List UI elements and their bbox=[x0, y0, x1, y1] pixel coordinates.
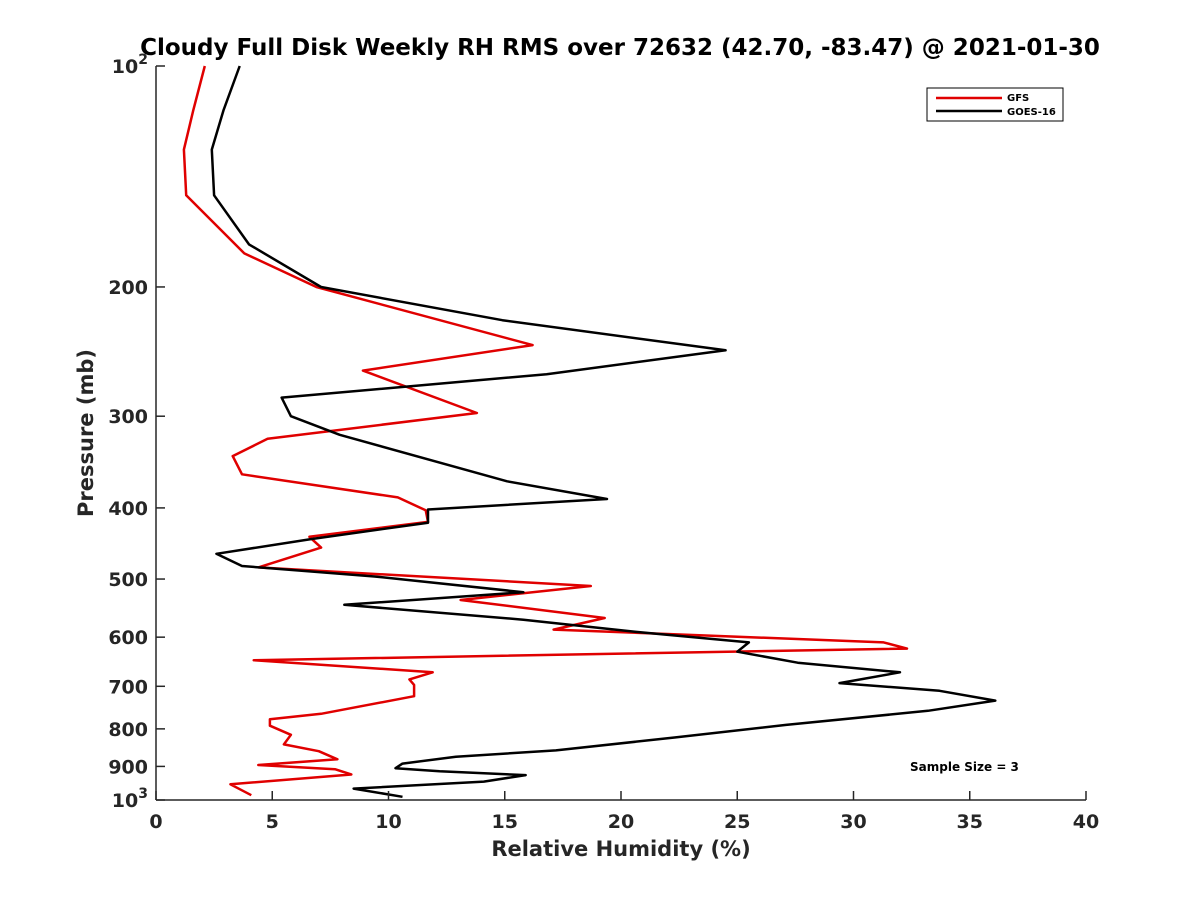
x-tick-label: 0 bbox=[149, 811, 162, 833]
y-tick-label-base: 300 bbox=[108, 406, 148, 428]
y-tick-label-base: 500 bbox=[108, 569, 148, 591]
y-axis-label: Pressure (mb) bbox=[74, 349, 98, 517]
y-tick-label-exponent: 3 bbox=[138, 786, 148, 802]
series-layer bbox=[182, 65, 997, 799]
x-axis-label: Relative Humidity (%) bbox=[491, 837, 750, 861]
y-tick-label: 800 bbox=[108, 719, 148, 741]
legend-label-gfs: GFS bbox=[1007, 93, 1029, 104]
y-tick-label-base: 900 bbox=[108, 756, 148, 778]
y-tick-label: 600 bbox=[108, 627, 148, 649]
y-tick-label: 103 bbox=[112, 786, 148, 812]
y-tick-label-base: 10 bbox=[112, 790, 138, 812]
series-line-goes16 bbox=[210, 65, 997, 799]
x-tick-label: 15 bbox=[492, 811, 518, 833]
x-tick-label: 25 bbox=[724, 811, 750, 833]
y-tick-label: 102 bbox=[112, 52, 148, 78]
y-tick-label-base: 600 bbox=[108, 627, 148, 649]
x-tick-label: 10 bbox=[375, 811, 401, 833]
y-tick-label-exponent: 2 bbox=[138, 52, 148, 68]
y-tick-label-base: 700 bbox=[108, 676, 148, 698]
y-tick-label: 900 bbox=[108, 756, 148, 778]
chart-title: Cloudy Full Disk Weekly RH RMS over 7263… bbox=[140, 35, 1100, 61]
x-tick-label: 30 bbox=[840, 811, 866, 833]
x-tick-label: 5 bbox=[266, 811, 279, 833]
y-tick-label: 300 bbox=[108, 406, 148, 428]
plot-area: 0 5 10 15 20 25 30 35 40 10220030040050060070080… bbox=[108, 52, 1099, 833]
y-tick-label-base: 200 bbox=[108, 277, 148, 299]
y-tick-label: 200 bbox=[108, 277, 148, 299]
series-line-gfs bbox=[182, 65, 909, 797]
y-tick-label: 500 bbox=[108, 569, 148, 591]
legend: GFS GOES-16 bbox=[926, 87, 1064, 122]
x-tick-label: 35 bbox=[957, 811, 983, 833]
x-tick-label: 40 bbox=[1073, 811, 1099, 833]
y-tick-label: 700 bbox=[108, 676, 148, 698]
x-ticks: 0 5 10 15 20 25 30 35 40 bbox=[149, 791, 1099, 833]
legend-box bbox=[926, 87, 1064, 122]
y-tick-label-base: 800 bbox=[108, 719, 148, 741]
legend-label-goes16: GOES-16 bbox=[1007, 107, 1056, 118]
y-tick-label: 400 bbox=[108, 498, 148, 520]
y-tick-label-base: 400 bbox=[108, 498, 148, 520]
x-tick-label: 20 bbox=[608, 811, 634, 833]
y-tick-label-base: 10 bbox=[112, 56, 138, 78]
sample-size-annotation: Sample Size = 3 bbox=[910, 760, 1019, 774]
